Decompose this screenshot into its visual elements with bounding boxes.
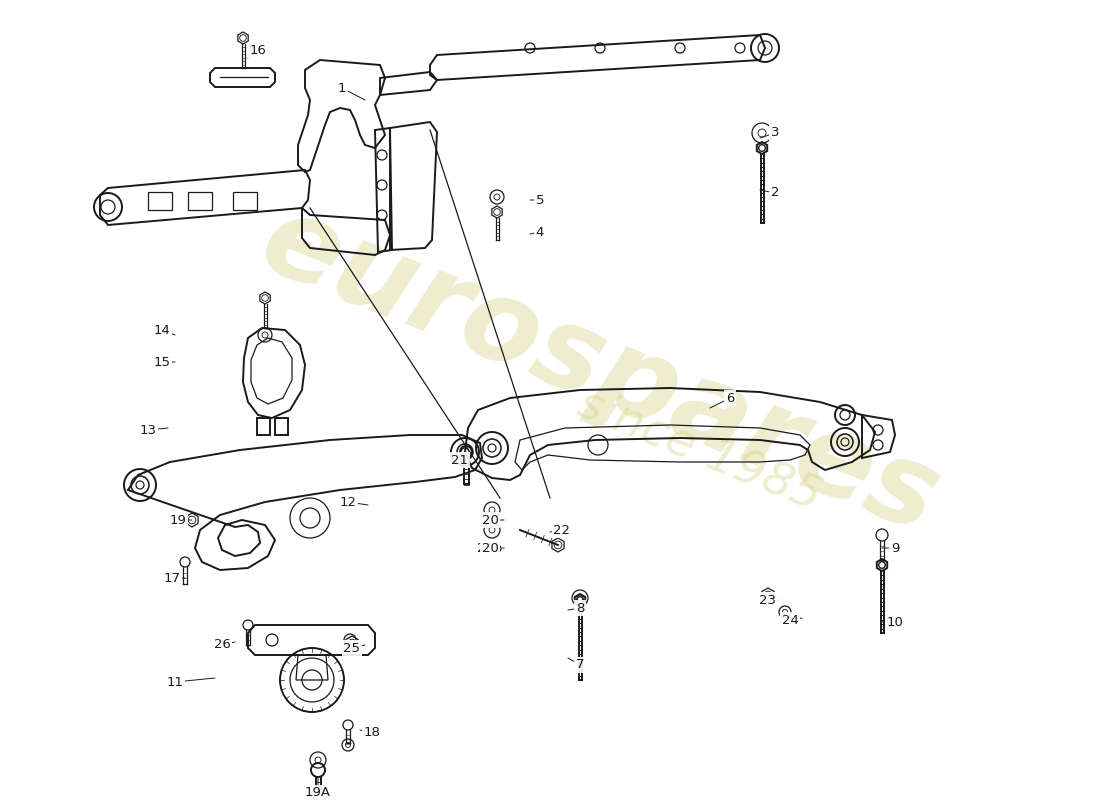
Text: 7: 7 — [568, 658, 584, 671]
Text: 14: 14 — [154, 323, 175, 337]
Text: 13: 13 — [140, 423, 168, 437]
Text: 4: 4 — [530, 226, 544, 238]
Text: 23: 23 — [759, 594, 778, 606]
Text: 10: 10 — [882, 615, 903, 629]
Text: 26: 26 — [213, 638, 235, 651]
Text: eurospares: eurospares — [245, 184, 955, 556]
Text: 8: 8 — [568, 602, 584, 614]
Text: 19A: 19A — [305, 778, 331, 799]
Text: 21: 21 — [451, 454, 470, 468]
Text: 6: 6 — [710, 391, 734, 408]
Text: 20: 20 — [482, 514, 504, 526]
Text: 1: 1 — [338, 82, 365, 100]
Text: 11: 11 — [166, 675, 214, 689]
Text: 12: 12 — [340, 495, 368, 509]
Text: 16: 16 — [248, 43, 266, 58]
Text: 24: 24 — [782, 614, 802, 626]
Text: 19: 19 — [169, 514, 192, 526]
Text: 25: 25 — [343, 642, 365, 654]
Text: 5: 5 — [530, 194, 544, 206]
Text: 17: 17 — [164, 571, 185, 585]
Text: 2: 2 — [760, 186, 779, 199]
Text: since 1985: since 1985 — [572, 381, 828, 519]
Text: 20b: 20b — [477, 542, 504, 554]
Text: 22: 22 — [550, 523, 571, 537]
Text: 18: 18 — [360, 726, 381, 739]
Text: 20: 20 — [482, 542, 504, 554]
Text: 9: 9 — [882, 542, 899, 554]
Text: 3: 3 — [760, 126, 779, 139]
Text: 15: 15 — [154, 355, 175, 369]
